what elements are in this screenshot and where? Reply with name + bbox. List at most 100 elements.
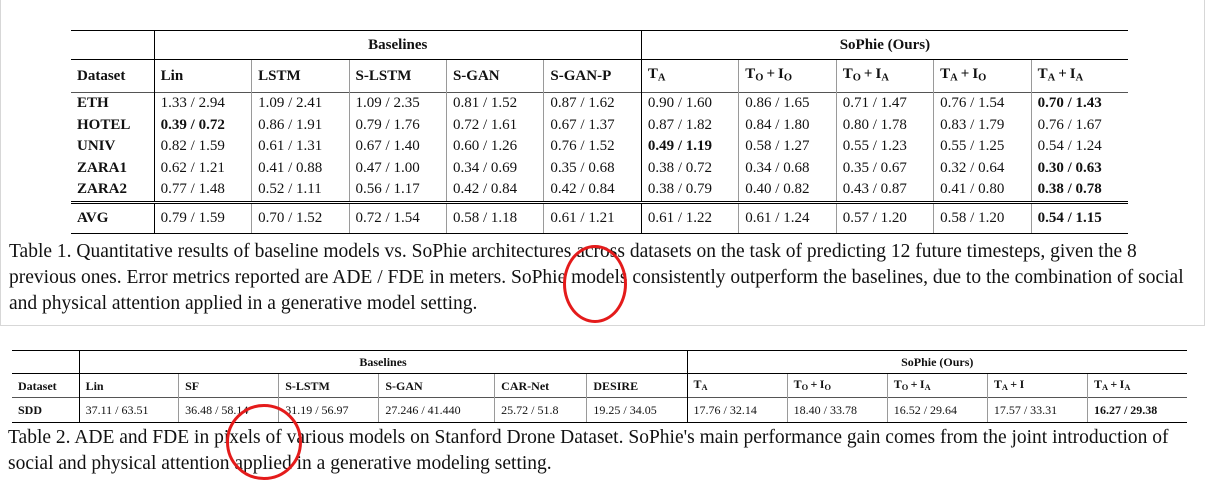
- header-plus-base: I: [972, 66, 979, 83]
- table1-cell: 0.40 / 0.82: [738, 179, 837, 202]
- table1-cell: 0.55 / 1.23: [835, 136, 934, 158]
- header-sub: A: [950, 73, 958, 85]
- table2-header-sf: SF: [178, 373, 279, 398]
- table1-header-sophie-1: TO + IO: [738, 59, 837, 93]
- table2-panel: Baselines SoPhie (Ours) Dataset Lin SF S-L…: [0, 336, 1205, 502]
- table1-cell: 0.35 / 0.68: [543, 157, 642, 179]
- table1-cell: 0.86 / 1.91: [251, 114, 350, 136]
- table2-cell: 31.19 / 56.97: [278, 397, 379, 423]
- table1-cell: 0.49 / 1.19: [640, 136, 739, 158]
- header-sub: A: [657, 73, 666, 85]
- table1-cell: 0.41 / 0.88: [251, 157, 350, 179]
- table1-cell: 0.62 / 1.21: [153, 157, 252, 179]
- header-base: T: [842, 66, 853, 83]
- header-base: T: [1037, 66, 1048, 83]
- table1-cell: 0.38 / 0.79: [640, 179, 739, 202]
- header-plus-sub: A: [1124, 383, 1131, 393]
- table1-cell: 0.84 / 1.80: [738, 114, 837, 136]
- header-plus-sub: A: [1075, 73, 1084, 85]
- table1-cell: 0.77 / 1.48: [153, 179, 252, 202]
- table2-cell: 16.27 / 29.38: [1086, 397, 1187, 423]
- table1-header-sophie-2: TO + IA: [835, 59, 934, 93]
- table2: Baselines SoPhie (Ours) Dataset Lin SF S-L…: [12, 350, 1187, 423]
- table1-cell: 0.76 / 1.67: [1030, 114, 1128, 136]
- table1-cell: 0.71 / 1.47: [835, 92, 934, 115]
- header-plus-sub: A: [881, 73, 889, 85]
- table1-avg-cell: 0.61 / 1.24: [738, 200, 837, 234]
- table2-cell: 37.11 / 63.51: [78, 397, 179, 423]
- table2-cell: 18.40 / 33.78: [786, 397, 888, 423]
- table1-cell: 0.55 / 1.25: [933, 136, 1032, 158]
- header-plus-base: I: [1119, 377, 1125, 392]
- table2-caption: Table 2. ADE and FDE in pixels of variou…: [8, 427, 1169, 474]
- table1-cell: 0.30 / 0.63: [1030, 157, 1128, 179]
- table1-cell: 0.41 / 0.80: [933, 179, 1032, 202]
- table1-cell: 0.38 / 0.72: [640, 157, 739, 179]
- table1-cell: 0.90 / 1.60: [640, 92, 739, 115]
- annotation-circle-meters: [563, 245, 627, 323]
- table1-row-dataset: ETH: [71, 92, 155, 115]
- table1-cell: 0.81 / 1.52: [445, 92, 544, 115]
- annotation-circle-pixels: [226, 404, 302, 480]
- table1-avg-cell: 0.61 / 1.22: [640, 200, 739, 234]
- table1-cell: 0.52 / 1.11: [251, 179, 350, 202]
- table2-header-lin: Lin: [78, 373, 179, 398]
- header-sub: O: [755, 73, 764, 85]
- header-base: T: [745, 66, 756, 83]
- table2-header-dataset: Dataset: [12, 373, 80, 398]
- table2-cell: 27.246 / 41.440: [378, 397, 495, 423]
- table2-header-sophie-0: TA: [686, 373, 788, 398]
- header-base: T: [647, 66, 658, 83]
- header-plus-base: I: [819, 377, 825, 392]
- table1-cell: 0.87 / 1.82: [640, 114, 739, 136]
- table1-avg-cell: 0.79 / 1.59: [153, 200, 252, 234]
- table1-cell: 0.61 / 1.31: [251, 136, 350, 158]
- table1-corner: [71, 30, 155, 60]
- table1-cell: 0.47 / 1.00: [348, 157, 447, 179]
- table2-header-sophie-4: TA + IA: [1086, 373, 1187, 398]
- table1-header-dataset: Dataset: [71, 59, 155, 93]
- table1-cell: 0.76 / 1.52: [543, 136, 642, 158]
- table1-cell: 0.67 / 1.37: [543, 114, 642, 136]
- table1-row: UNIV 0.82 / 1.59 0.61 / 1.31 0.67 / 1.40 0.6…: [71, 136, 1128, 158]
- table1-row: ETH 1.33 / 2.94 1.09 / 2.41 1.09 / 2.35 0.81…: [71, 92, 1128, 115]
- header-plus-base: I: [778, 66, 784, 83]
- table1-header-sophie-4: TA + IA: [1030, 59, 1128, 93]
- header-plus-base: I: [1019, 377, 1025, 392]
- table1-cell: 0.43 / 0.87: [835, 179, 934, 202]
- table1-cell: 0.35 / 0.67: [835, 157, 934, 179]
- table1-avg-cell: 0.54 / 1.15: [1030, 200, 1128, 234]
- table1-cell: 0.72 / 1.61: [445, 114, 544, 136]
- table1-header-s-lstm: S-LSTM: [348, 59, 447, 93]
- header-base: T: [693, 377, 702, 392]
- table2-header-car-net: CAR-Net: [494, 373, 587, 398]
- table2-row: SDD 37.11 / 63.51 36.48 / 58.14 31.19 / 56.…: [12, 397, 1187, 423]
- header-base: T: [893, 377, 902, 392]
- table1-cell: 0.39 / 0.72: [153, 114, 252, 136]
- table1-cell: 0.80 / 1.78: [835, 114, 934, 136]
- table1-cell: 0.87 / 1.62: [543, 92, 642, 115]
- table1: Baselines SoPhie (Ours) Dataset Lin LSTM S…: [71, 30, 1128, 234]
- header-base: T: [793, 377, 802, 392]
- table2-header-sophie-2: TO + IA: [886, 373, 988, 398]
- table2-corner: [12, 350, 80, 374]
- header-plus-sub: O: [978, 73, 987, 85]
- table1-cell: 0.34 / 0.68: [738, 157, 837, 179]
- table2-cell: 17.57 / 33.31: [986, 397, 1088, 423]
- header-sub: O: [901, 383, 909, 393]
- table1-avg-cell: 0.72 / 1.54: [348, 200, 447, 234]
- table1-cell: 0.34 / 0.69: [445, 157, 544, 179]
- header-plus-base: I: [875, 66, 882, 83]
- table2-cell: 19.25 / 34.05: [586, 397, 687, 423]
- table1-header-lin: Lin: [153, 59, 252, 93]
- table1-avg-cell: 0.70 / 1.52: [251, 200, 350, 234]
- table2-row-dataset: SDD: [12, 397, 80, 423]
- table1-cell: 0.70 / 1.43: [1030, 92, 1128, 115]
- table1-row-dataset: UNIV: [77, 138, 116, 155]
- table1-cell: 0.42 / 0.84: [445, 179, 544, 202]
- table2-header-desire: DESIRE: [586, 373, 687, 398]
- table1-cell: 0.83 / 1.79: [933, 114, 1032, 136]
- table1-row-dataset: HOTEL: [77, 116, 131, 133]
- table1-group-baselines: Baselines: [153, 30, 642, 60]
- table1-cell: 1.09 / 2.41: [251, 92, 350, 115]
